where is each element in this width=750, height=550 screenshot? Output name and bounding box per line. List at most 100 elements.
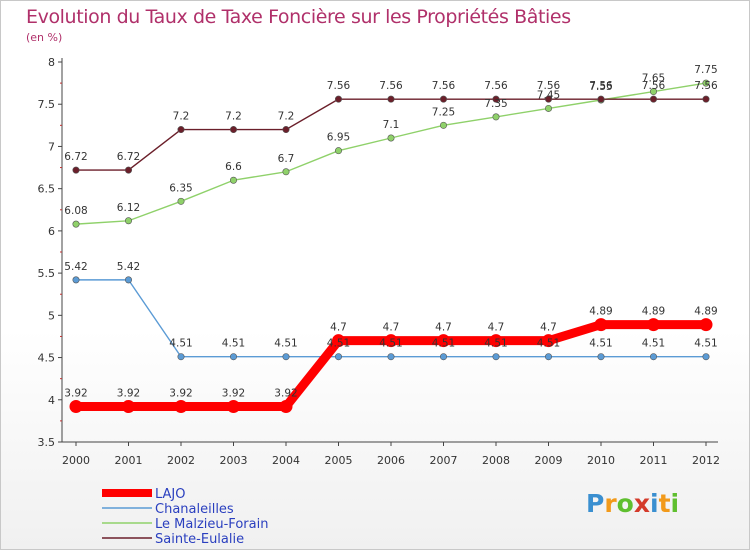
data-point <box>384 334 398 348</box>
data-point <box>387 95 395 103</box>
data-label: 7.45 <box>537 89 560 101</box>
data-point <box>542 334 555 348</box>
data-point <box>69 400 83 414</box>
data-point <box>72 220 80 228</box>
data-label: 6.72 <box>64 151 87 163</box>
y-tick-label: 3.5 <box>38 436 56 449</box>
x-tick-label: 2002 <box>167 454 195 467</box>
data-point <box>647 318 660 332</box>
data-label: 4.51 <box>537 338 560 350</box>
data-point <box>72 276 80 284</box>
data-point <box>702 353 710 361</box>
data-label: 7.75 <box>694 64 717 76</box>
logo-letter: x <box>633 489 650 518</box>
data-point <box>437 334 450 348</box>
data-point <box>544 95 552 103</box>
x-tick-label: 2010 <box>587 454 615 467</box>
data-label: 7.56 <box>642 80 666 92</box>
data-label: 6.7 <box>278 153 295 165</box>
data-label: 4.51 <box>327 338 350 350</box>
data-label: 6.12 <box>117 202 140 214</box>
data-label: 6.6 <box>225 161 242 173</box>
y-tick-label: 6.5 <box>38 183 56 196</box>
x-tick-label: 2003 <box>220 454 248 467</box>
data-point <box>649 353 657 361</box>
data-point <box>699 318 713 332</box>
data-label: 4.51 <box>169 338 192 350</box>
data-point <box>439 121 447 129</box>
data-label: 6.08 <box>64 205 87 217</box>
data-label: 3.92 <box>117 388 140 400</box>
data-point <box>387 134 395 142</box>
data-label: 7.56 <box>327 80 351 92</box>
x-tick-label: 2008 <box>482 454 510 467</box>
data-label: 4.89 <box>642 306 665 318</box>
legend-label: Chanaleilles <box>155 502 234 517</box>
x-tick-label: 2011 <box>640 454 668 467</box>
y-tick-label: 8 <box>48 56 55 69</box>
chart-title: Evolution du Taux de Taxe Foncière sur l… <box>26 6 571 28</box>
data-point <box>544 104 552 112</box>
data-label: 4.7 <box>488 322 505 334</box>
data-label: 4.51 <box>432 338 455 350</box>
logo-letter: r <box>604 489 617 518</box>
data-point <box>702 95 710 103</box>
data-label: 7.1 <box>383 119 400 131</box>
data-label: 7.56 <box>589 80 613 92</box>
x-tick-label: 2009 <box>535 454 563 467</box>
logo-letter: t <box>658 489 671 518</box>
unit-label: (en %) <box>26 31 63 44</box>
data-label: 6.95 <box>327 132 350 144</box>
data-label: 7.2 <box>173 111 190 123</box>
data-label: 6.35 <box>169 182 192 194</box>
data-label: 7.56 <box>379 80 403 92</box>
data-point <box>334 147 342 155</box>
data-point <box>334 353 342 361</box>
x-tick-label: 2007 <box>430 454 458 467</box>
logo-letter: o <box>616 489 634 518</box>
data-label: 4.51 <box>274 338 297 350</box>
data-point <box>544 353 552 361</box>
data-point <box>597 353 605 361</box>
legend-label: LAJO <box>155 487 186 502</box>
data-point <box>125 166 133 174</box>
data-point <box>439 95 447 103</box>
data-point <box>492 95 500 103</box>
legend-label: Le Malzieu-Forain <box>155 517 268 532</box>
data-point <box>282 353 290 361</box>
x-tick-label: 2001 <box>115 454 143 467</box>
data-point <box>125 276 133 284</box>
x-tick-label: 2006 <box>377 454 405 467</box>
x-tick-label: 2000 <box>62 454 90 467</box>
data-label: 4.51 <box>694 338 717 350</box>
data-label: 7.55 <box>589 81 612 93</box>
y-tick-label: 5.5 <box>38 267 56 280</box>
data-label: 3.92 <box>64 388 87 400</box>
data-point <box>177 126 185 134</box>
data-point <box>387 353 395 361</box>
data-label: 7.2 <box>278 111 295 123</box>
data-point <box>282 168 290 176</box>
data-point <box>174 400 188 414</box>
y-tick-label: 6 <box>48 225 55 238</box>
proxiti-logo: Proxiti <box>586 489 679 518</box>
data-point <box>702 79 710 87</box>
data-label: 3.92 <box>169 388 192 400</box>
data-label: 4.51 <box>589 338 612 350</box>
y-tick-label: 7.5 <box>38 98 56 111</box>
y-tick-label: 4 <box>48 394 55 407</box>
y-tick-label: 7 <box>48 140 55 153</box>
data-point <box>230 353 238 361</box>
data-point <box>177 197 185 205</box>
data-label: 3.92 <box>222 388 245 400</box>
data-point <box>332 334 345 348</box>
data-point <box>230 176 238 184</box>
data-point <box>649 95 657 103</box>
x-tick-label: 2004 <box>272 454 300 467</box>
data-label: 7.25 <box>432 106 455 118</box>
data-label: 4.51 <box>484 338 507 350</box>
data-label: 7.65 <box>642 73 665 85</box>
logo-letter: i <box>670 489 680 518</box>
logo-letter: P <box>586 489 605 518</box>
